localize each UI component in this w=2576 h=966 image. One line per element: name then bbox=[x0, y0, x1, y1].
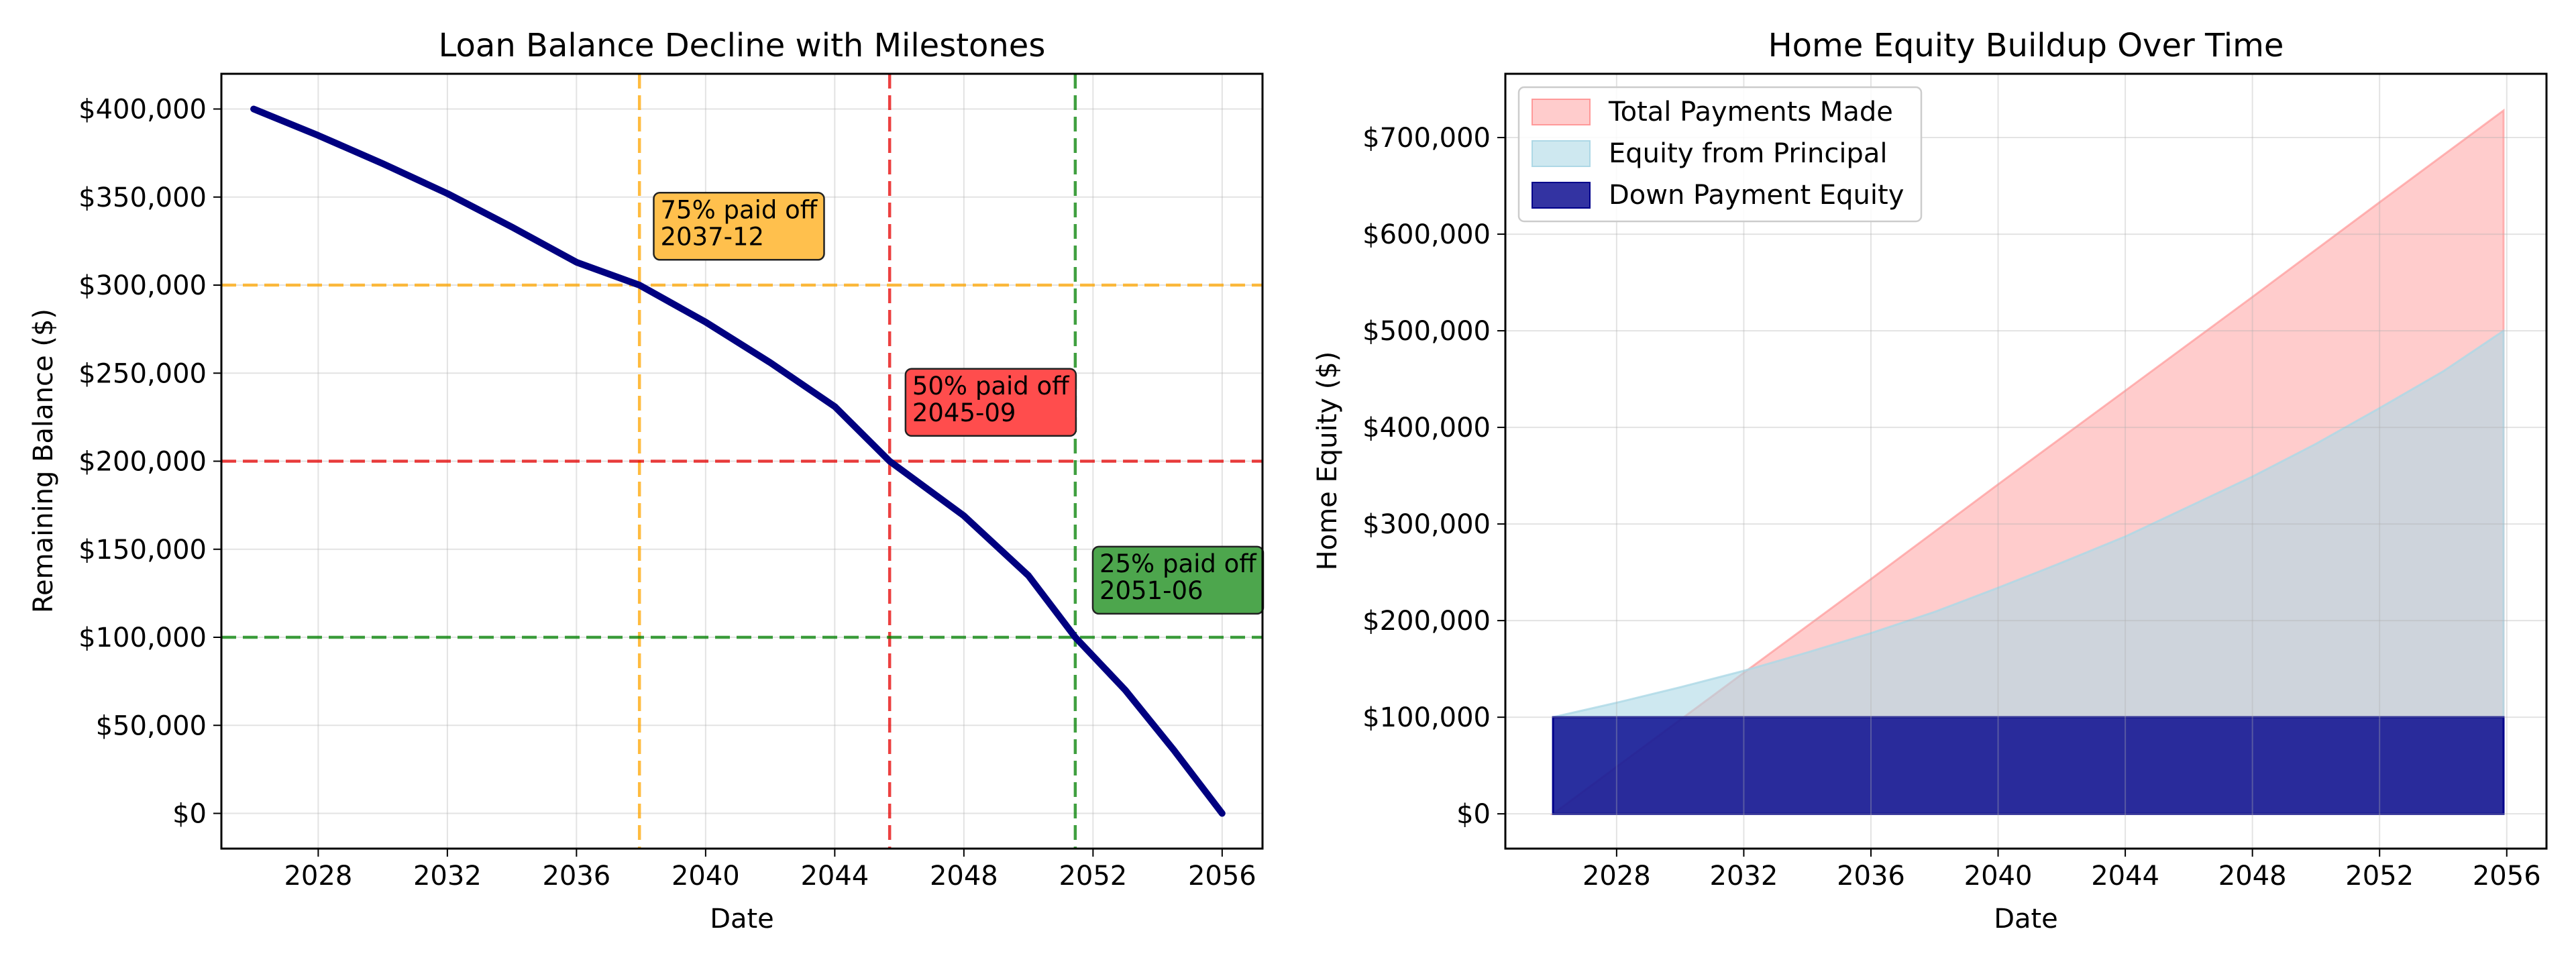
x-axis: 2028 2032 2036 2040 2044 2048 2052 2056 bbox=[284, 849, 1256, 892]
x-tick-label: 2056 bbox=[2473, 861, 2541, 892]
y-tick-label: $400,000 bbox=[1362, 413, 1491, 443]
area-series-3 bbox=[1552, 716, 2505, 815]
balance-line bbox=[250, 105, 1226, 817]
annotation-label: 75% paid off bbox=[660, 195, 818, 224]
y-tick-label: $500,000 bbox=[1362, 316, 1491, 347]
annotation-date: 2045-09 bbox=[912, 398, 1016, 427]
x-tick-label: 2036 bbox=[1837, 861, 1905, 892]
y-tick-label: $400,000 bbox=[78, 95, 207, 125]
y-tick-label: $100,000 bbox=[78, 623, 207, 653]
x-tick-label: 2056 bbox=[1188, 861, 1256, 892]
annotation-box bbox=[653, 192, 825, 261]
x-tick-label: 2028 bbox=[1582, 861, 1651, 892]
x-tick-label: 2032 bbox=[413, 861, 482, 892]
legend: Total Payments Made Equity from Principal… bbox=[1517, 86, 1923, 223]
x-axis-label: Date bbox=[1994, 904, 2058, 934]
x-tick-label: 2032 bbox=[1710, 861, 1778, 892]
legend-item: Equity from Principal bbox=[1532, 138, 1887, 169]
y-axis: $0 $50,000 $100,000 $150,000 $200,000 $250,00… bbox=[78, 95, 221, 830]
x-tick-label: 2048 bbox=[930, 861, 998, 892]
x-tick-label: 2052 bbox=[1059, 861, 1127, 892]
x-tick-label: 2044 bbox=[2091, 861, 2159, 892]
x-tick-label: 2028 bbox=[284, 861, 352, 892]
annotation-label: 25% paid off bbox=[1099, 549, 1257, 578]
y-tick-label: $100,000 bbox=[1362, 702, 1491, 733]
home-equity-chart: 2028 2032 2036 2040 2044 2048 2052 2056 $0 $100,… bbox=[1312, 27, 2548, 934]
legend-item: Down Payment Equity bbox=[1532, 180, 1904, 211]
milestone-reference-lines bbox=[221, 74, 1263, 849]
x-tick-label: 2052 bbox=[2345, 861, 2414, 892]
legend-swatch bbox=[1532, 182, 1591, 209]
legend-label: Down Payment Equity bbox=[1609, 180, 1904, 211]
x-axis: 2028 2032 2036 2040 2044 2048 2052 2056 bbox=[1582, 849, 2541, 892]
y-axis: $0 $100,000 $200,000 $300,000 $400,000 $500,0… bbox=[1362, 123, 1505, 830]
area-series-2 bbox=[1552, 329, 2505, 815]
annotation-date: 2037-12 bbox=[660, 222, 764, 251]
plot-frame bbox=[1504, 72, 2548, 850]
chart-title: Home Equity Buildup Over Time bbox=[1768, 27, 2284, 64]
x-tick-label: 2040 bbox=[672, 861, 740, 892]
y-tick-label: $150,000 bbox=[78, 535, 207, 566]
x-tick-label: 2044 bbox=[800, 861, 869, 892]
y-tick-label: $350,000 bbox=[78, 182, 207, 213]
y-axis-label: Remaining Balance ($) bbox=[28, 309, 59, 613]
y-tick-label: $700,000 bbox=[1362, 123, 1491, 154]
y-tick-label: $0 bbox=[1456, 799, 1491, 830]
y-tick-label: $600,000 bbox=[1362, 219, 1491, 250]
x-axis-label: Date bbox=[710, 904, 774, 934]
annotation-label: 50% paid off bbox=[912, 372, 1070, 400]
series-layer bbox=[1550, 108, 2505, 815]
y-tick-label: $200,000 bbox=[1362, 606, 1491, 637]
y-axis-label: Home Equity ($) bbox=[1312, 352, 1343, 571]
y-tick-label: $0 bbox=[172, 799, 207, 830]
y-tick-label: $250,000 bbox=[78, 358, 207, 389]
y-tick-label: $50,000 bbox=[96, 710, 207, 741]
y-tick-label: $300,000 bbox=[78, 270, 207, 301]
y-tick-label: $200,000 bbox=[78, 447, 207, 478]
legend-swatch bbox=[1532, 140, 1591, 167]
annotation-box bbox=[904, 368, 1077, 437]
legend-frame bbox=[1517, 86, 1923, 223]
legend-label: Equity from Principal bbox=[1609, 138, 1887, 169]
legend-swatch bbox=[1532, 99, 1591, 125]
x-tick-label: 2036 bbox=[542, 861, 610, 892]
legend-item: Total Payments Made bbox=[1532, 97, 1893, 127]
x-tick-label: 2040 bbox=[1964, 861, 2033, 892]
y-tick-label: $300,000 bbox=[1362, 509, 1491, 540]
x-tick-label: 2048 bbox=[2218, 861, 2287, 892]
chart-title: Loan Balance Decline with Milestones bbox=[439, 27, 1046, 64]
legend-label: Total Payments Made bbox=[1608, 97, 1893, 127]
series-layer bbox=[250, 105, 1226, 817]
annotation-date: 2051-06 bbox=[1099, 576, 1203, 605]
